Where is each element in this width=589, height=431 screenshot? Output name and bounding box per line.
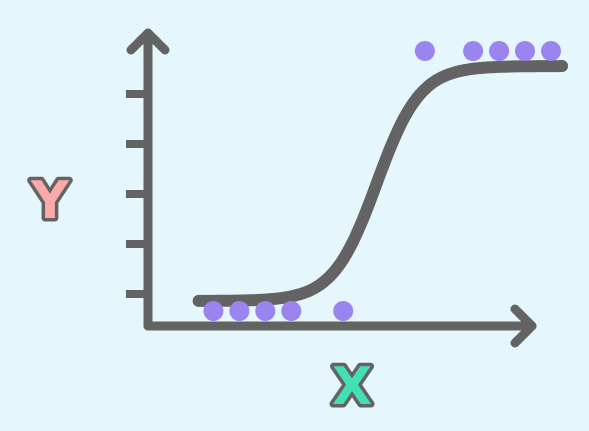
y-ticks: [126, 90, 146, 298]
data-point-2: [229, 301, 250, 321]
fit-curve: [192, 60, 569, 307]
data-point-10: [541, 41, 561, 61]
data-point-9: [515, 41, 535, 61]
data-point-8: [489, 41, 510, 61]
data-point-3: [255, 301, 276, 321]
y-axis-arrowhead: [126, 28, 170, 55]
data-point-1: [203, 301, 224, 321]
data-points: [203, 41, 561, 321]
data-point-5: [333, 301, 354, 321]
data-point-4: [281, 301, 302, 321]
x-axis-arrowhead: [510, 304, 537, 348]
data-point-7: [463, 41, 484, 61]
data-point-6: [414, 41, 435, 61]
x-axis-label: X: [332, 357, 372, 417]
y-axis-label: Y: [30, 171, 70, 231]
